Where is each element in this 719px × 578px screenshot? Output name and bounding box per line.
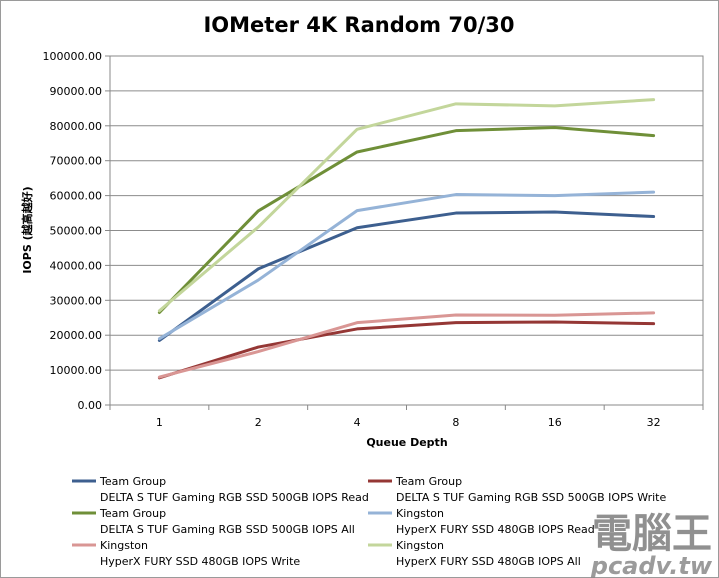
x-tick-label: 1: [156, 416, 163, 429]
x-tick-label: 16: [548, 416, 562, 429]
y-tick-label: 0.00: [78, 399, 103, 412]
legend-label-6-line2: HyperX FURY SSD 480GB IOPS All: [396, 555, 581, 568]
x-axis-ticks: 1 2 4 8 16 32: [109, 405, 704, 429]
legend-label-2-line2: DELTA S TUF Gaming RGB SSD 500GB IOPS Wr…: [396, 491, 666, 504]
x-axis-label: Queue Depth: [366, 436, 447, 449]
watermark: 電腦王 pcadv.tw: [590, 511, 713, 578]
legend-label-3-line1: Team Group: [99, 507, 166, 520]
legend-label-5-line2: HyperX FURY SSD 480GB IOPS Write: [100, 555, 300, 568]
y-axis-label: IOPS (越高越好): [20, 186, 34, 273]
x-tick-label: 2: [255, 416, 262, 429]
series-line-3: [157, 126, 656, 315]
legend-label-6-line1: Kingston: [396, 539, 444, 552]
y-tick-label: 80000.00: [50, 120, 103, 133]
y-tick-label: 10000.00: [50, 364, 103, 377]
legend-label-1-line2: DELTA S TUF Gaming RGB SSD 500GB IOPS Re…: [100, 491, 369, 504]
y-tick-label: 70000.00: [50, 155, 103, 168]
y-tick-label: 30000.00: [50, 294, 103, 307]
x-tick-label: 4: [354, 416, 361, 429]
legend-label-4-line1: Kingston: [396, 507, 444, 520]
chart-title: IOMeter 4K Random 70/30: [203, 13, 514, 37]
y-tick-label: 90000.00: [50, 85, 103, 98]
gridlines: [110, 90, 703, 371]
series-line-4: [157, 190, 656, 341]
y-tick-label: 40000.00: [50, 259, 103, 272]
legend-label-5-line1: Kingston: [100, 539, 148, 552]
y-tick-label: 50000.00: [50, 225, 103, 238]
watermark-url: pcadv.tw: [590, 552, 713, 578]
series-line-6: [157, 98, 656, 313]
legend-label-1-line1: Team Group: [99, 475, 166, 488]
y-axis-ticks: 0.00 10000.00 20000.00 30000.00 40000.00 5000…: [43, 50, 110, 412]
legend: Team Group DELTA S TUF Gaming RGB SSD 500…: [72, 475, 666, 568]
series-line-2: [157, 320, 656, 380]
legend-label-2-line1: Team Group: [395, 475, 462, 488]
series-line-1: [157, 210, 656, 342]
legend-label-4-line2: HyperX FURY SSD 480GB IOPS Read: [396, 523, 595, 536]
legend-label-3-line2: DELTA S TUF Gaming RGB SSD 500GB IOPS Al…: [100, 523, 355, 536]
watermark-logo: 電腦王: [592, 511, 712, 557]
x-tick-label: 32: [647, 416, 661, 429]
series-line-5: [157, 311, 656, 379]
series-lines: [157, 98, 656, 380]
x-tick-label: 8: [452, 416, 459, 429]
y-tick-label: 60000.00: [50, 190, 103, 203]
y-tick-label: 100000.00: [43, 50, 103, 63]
y-tick-label: 20000.00: [50, 329, 103, 342]
